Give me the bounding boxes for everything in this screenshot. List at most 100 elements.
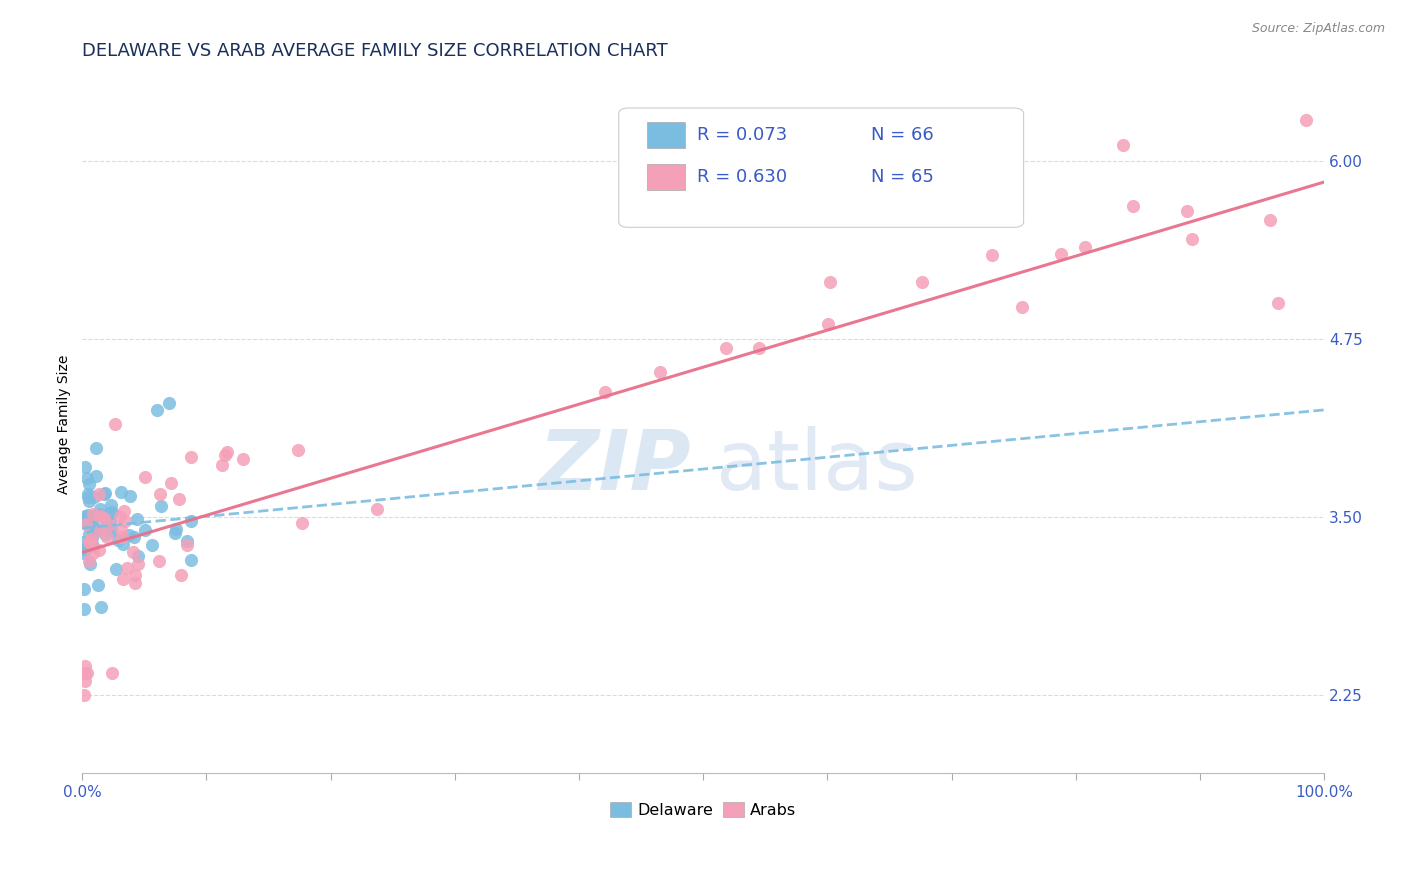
Point [110,485,132,500]
Point [163,526,186,541]
Point [157,396,180,410]
Point [82,539,104,553]
Point [104,417,127,431]
Point [1258,213,1281,227]
Y-axis label: Average Family Size: Average Family Size [58,354,72,494]
Point [82,546,104,560]
Point [593,385,616,400]
Point [76,487,98,501]
Point [77,508,100,522]
Point [89,487,111,501]
Point [75,516,97,531]
Point [287,443,309,458]
Point [911,275,934,289]
Point [73,511,96,525]
Text: Source: ZipAtlas.com: Source: ZipAtlas.com [1251,22,1385,36]
Point [176,539,198,553]
Point [1112,138,1135,153]
Point [75,460,97,475]
Legend: Delaware, Arabs: Delaware, Arabs [605,796,803,824]
Point [1295,113,1317,128]
Point [94,486,117,500]
Point [73,546,96,560]
Point [75,666,97,681]
Point [232,452,254,467]
Point [86,508,108,523]
Point [112,572,135,586]
Point [96,517,118,532]
Point [650,365,672,379]
Point [96,530,118,544]
Point [86,469,108,483]
Point [100,507,122,521]
Point [80,531,103,545]
Point [73,673,96,688]
Point [76,666,98,681]
Point [77,554,100,568]
Point [180,552,202,566]
Point [117,528,139,542]
Point [180,450,202,464]
Point [87,543,110,558]
Point [1011,301,1033,315]
Point [93,511,115,525]
Point [148,486,170,500]
Point [107,533,129,547]
Text: R = 0.630: R = 0.630 [697,168,787,186]
Point [89,509,111,524]
Point [1267,295,1289,310]
Text: N = 66: N = 66 [870,127,934,145]
Point [82,508,104,522]
Point [148,553,170,567]
Point [1074,240,1097,254]
FancyBboxPatch shape [619,108,1024,227]
Point [77,493,100,508]
Point [83,509,105,524]
Point [79,557,101,571]
Point [167,492,190,507]
Point [93,527,115,541]
Point [89,524,111,539]
Point [176,534,198,549]
Point [118,489,141,503]
Point [77,516,100,531]
Point [72,541,94,556]
Point [100,666,122,681]
Point [75,659,97,673]
Point [1122,199,1144,213]
Point [105,562,128,576]
Text: R = 0.073: R = 0.073 [697,127,787,145]
Point [125,512,148,526]
Point [134,523,156,537]
Point [79,534,101,549]
Point [77,514,100,528]
Text: atlas: atlas [716,425,917,507]
Point [73,602,96,616]
Point [1050,247,1073,261]
Point [141,537,163,551]
Point [82,524,104,539]
Point [76,471,98,485]
Point [73,688,96,702]
Point [165,522,187,536]
Point [111,530,134,544]
Point [73,582,96,596]
Point [83,521,105,535]
Point [1175,203,1198,218]
Point [127,549,149,563]
Point [112,537,135,551]
Point [291,516,314,531]
Point [124,568,146,582]
Point [90,599,112,614]
Point [83,521,105,535]
Point [121,545,143,559]
Point [114,514,136,528]
Point [108,509,131,524]
Point [170,568,193,582]
Text: DELAWARE VS ARAB AVERAGE FAMILY SIZE CORRELATION CHART: DELAWARE VS ARAB AVERAGE FAMILY SIZE COR… [83,42,668,60]
Point [748,341,770,355]
Point [100,505,122,519]
Text: ZIP: ZIP [538,425,690,507]
Point [89,507,111,521]
Point [75,516,97,531]
